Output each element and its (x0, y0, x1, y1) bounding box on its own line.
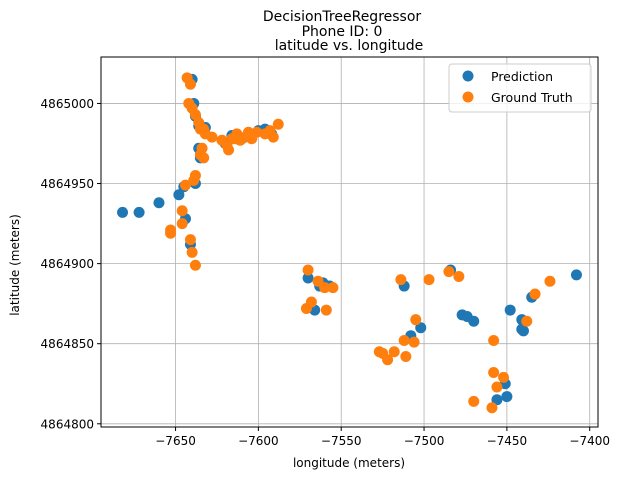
ground-truth-point-31 (176, 205, 188, 217)
chart-title-line-1: DecisionTreeRegressor (263, 9, 422, 25)
ground-truth-point-54 (423, 274, 435, 286)
legend-marker-prediction (462, 70, 474, 82)
x-tick-label-4: −7450 (487, 434, 528, 448)
ground-truth-point-60 (486, 402, 498, 414)
ground-truth-point-62 (498, 371, 510, 383)
ground-truth-point-38 (302, 264, 314, 276)
y-tick-label-1: 4864850 (41, 337, 94, 351)
x-tick-label-1: −7600 (238, 434, 279, 448)
ground-truth-point-57 (468, 395, 480, 407)
ground-truth-point-35 (184, 234, 196, 246)
x-tick-label-2: −7550 (321, 434, 362, 448)
ground-truth-point-21 (251, 126, 263, 138)
x-tick-label-5: −7400 (569, 434, 610, 448)
ground-truth-point-1 (184, 78, 196, 90)
axes: −7650 −7600 −7550 −7500 −7450 −7400 4864800 486… (41, 56, 610, 448)
ground-truth-point-59 (488, 367, 500, 379)
x-axis-label: longitude (meters) (293, 456, 405, 470)
ground-truth-point-48 (388, 346, 400, 358)
prediction-point-36 (491, 394, 503, 406)
data-points (117, 72, 582, 414)
ground-truth-point-15 (223, 144, 235, 156)
ground-truth-point-27 (242, 126, 254, 138)
ground-truth-point-64 (529, 288, 541, 300)
prediction-point-33 (468, 315, 480, 327)
ground-truth-point-37 (189, 259, 201, 271)
chart-subtitle: latitude vs. longitude (275, 38, 424, 54)
ground-truth-point-50 (398, 335, 410, 347)
ground-truth-point-63 (521, 315, 533, 327)
x-tick-label-3: −7500 (404, 434, 445, 448)
prediction-point-29 (415, 322, 427, 334)
ground-truth-point-34 (165, 227, 177, 239)
y-tick-label-3: 4864950 (41, 177, 94, 191)
ground-truth-point-58 (488, 335, 500, 347)
ground-truth-point-12 (206, 131, 218, 143)
legend-box (448, 63, 592, 113)
ground-truth-point-51 (400, 351, 412, 363)
ground-truth-point-32 (176, 218, 188, 230)
prediction-point-37 (504, 304, 516, 316)
ground-truth-point-56 (453, 270, 465, 282)
ground-truth-point-43 (320, 304, 332, 316)
x-tick-label-0: −7650 (155, 434, 196, 448)
chart-title-line-2: Phone ID: 0 (302, 24, 383, 40)
ground-truth-point-55 (443, 266, 455, 278)
legend: Prediction Ground Truth (448, 63, 592, 113)
y-tick-label-0: 4864800 (41, 417, 94, 431)
y-tick-label-2: 4864900 (41, 257, 94, 271)
legend-label-prediction: Prediction (491, 69, 553, 84)
legend-marker-ground-truth (462, 91, 474, 103)
ground-truth-point-26 (229, 133, 241, 145)
ground-truth-point-52 (408, 336, 420, 348)
prediction-point-40 (517, 325, 529, 337)
prediction-point-2 (153, 197, 165, 209)
ground-truth-point-65 (544, 275, 556, 287)
ground-truth-point-47 (382, 354, 394, 366)
prediction-point-1 (133, 206, 145, 218)
ground-truth-point-53 (410, 314, 422, 326)
legend-label-ground-truth: Ground Truth (491, 90, 573, 105)
prediction-point-42 (570, 269, 582, 281)
y-axis-label: latitude (meters) (8, 214, 22, 316)
ground-truth-point-40 (305, 296, 317, 308)
prediction-point-0 (117, 206, 129, 218)
plot-frame (100, 56, 599, 428)
ground-truth-point-36 (186, 246, 198, 258)
prediction-point-3 (173, 189, 185, 201)
ground-truth-point-25 (272, 118, 284, 130)
ground-truth-point-61 (491, 381, 503, 393)
ground-truth-point-30 (189, 170, 201, 182)
prediction-point-22 (302, 272, 314, 284)
ground-truth-point-24 (267, 131, 279, 143)
ground-truth-point-28 (179, 179, 191, 191)
ground-truth-point-42 (319, 282, 331, 294)
ground-truth-point-44 (327, 282, 339, 294)
y-tick-label-4: 4865000 (41, 97, 94, 111)
ground-truth-point-11 (198, 152, 210, 164)
prediction-point-35 (501, 391, 513, 403)
ground-truth-point-49 (395, 274, 407, 286)
